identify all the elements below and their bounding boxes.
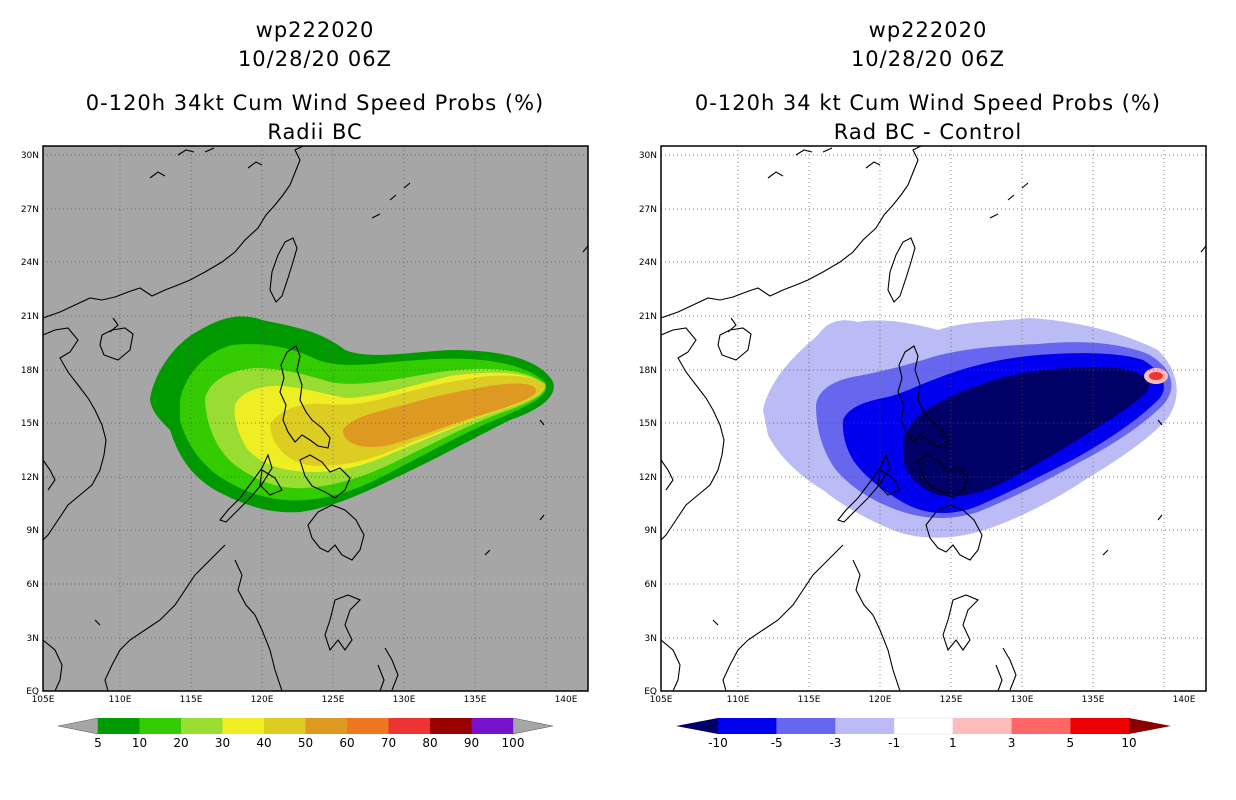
left-colorbar-label: 60 <box>339 736 354 750</box>
left-colorbar-right-arrow <box>512 717 554 735</box>
left-axis-labels: 105E 110E 115E 120E 125E 130E 135E 140E … <box>21 151 578 705</box>
left-colorbar-left-arrow <box>57 717 99 735</box>
right-lon-tick: 130E <box>1011 695 1034 705</box>
left-lat-tick: EQ <box>26 687 39 697</box>
left-colorbar-swatch <box>264 718 306 734</box>
left-lon-tick: 105E <box>32 695 55 705</box>
right-lat-tick: 30N <box>639 151 657 161</box>
right-colorbar-swatch <box>1011 718 1071 734</box>
right-lat-tick: 27N <box>639 205 657 215</box>
left-lon-tick: 130E <box>393 695 416 705</box>
right-title-product: 0-120h 34 kt Cum Wind Speed Probs (%) <box>694 91 1162 115</box>
right-colorbar-label: 5 <box>1066 736 1074 750</box>
right-colorbar-label: -3 <box>829 736 841 750</box>
left-lon-tick: 115E <box>180 695 203 705</box>
right-lat-tick: 15N <box>639 419 657 429</box>
right-lat-tick: EQ <box>644 687 657 697</box>
left-colorbar-swatch <box>139 718 181 734</box>
left-title-product: 0-120h 34kt Cum Wind Speed Probs (%) <box>85 91 545 115</box>
right-map-panel <box>660 145 1207 692</box>
left-lat-tick: 18N <box>21 366 39 376</box>
right-axis-labels: 105E 110E 115E 120E 125E 130E 135E 140E … <box>639 151 1196 705</box>
left-colorbar-label: 20 <box>173 736 188 750</box>
right-lat-tick: 24N <box>639 258 657 268</box>
left-colorbar-label: 10 <box>132 736 147 750</box>
left-lat-tick: 30N <box>21 151 39 161</box>
left-lon-tick: 110E <box>109 695 132 705</box>
right-colorbar-left-arrow <box>676 718 718 734</box>
right-lon-tick: 105E <box>650 695 673 705</box>
right-colorbar-swatch <box>952 718 1012 734</box>
left-lon-tick: 140E <box>555 695 578 705</box>
right-diff-contour-plus5 <box>1149 372 1163 380</box>
left-colorbar-swatch <box>347 718 389 734</box>
right-lat-tick: 6N <box>645 580 657 590</box>
left-colorbar-swatch <box>430 718 472 734</box>
left-lat-tick: 3N <box>27 634 39 644</box>
left-colorbar: 5 10 20 30 40 50 60 70 80 90 100 <box>57 717 554 750</box>
left-colorbar-label: 80 <box>422 736 437 750</box>
left-colorbar-swatch <box>471 718 513 734</box>
left-prob-contour-50 <box>342 383 537 448</box>
left-colorbar-label: 5 <box>94 736 102 750</box>
right-lon-tick: 115E <box>798 695 821 705</box>
right-title-storm-id: wp222020 <box>868 18 988 42</box>
left-colorbar-swatch <box>305 718 347 734</box>
right-title-subtitle: Rad BC - Control <box>833 120 1023 144</box>
right-lat-tick: 3N <box>645 634 657 644</box>
left-grid <box>43 146 588 691</box>
left-colorbar-label: 50 <box>298 736 313 750</box>
left-title-subtitle: Radii BC <box>267 120 363 144</box>
right-colorbar-label: -10 <box>708 736 728 750</box>
right-colorbar-swatch <box>1070 718 1129 734</box>
left-lat-tick: 9N <box>27 526 39 536</box>
left-colorbar-label: 70 <box>381 736 396 750</box>
left-map-panel <box>42 145 589 692</box>
left-map-frame <box>42 145 589 692</box>
right-lat-tick: 12N <box>639 473 657 483</box>
left-lat-tick: 27N <box>21 205 39 215</box>
right-lon-tick: 135E <box>1082 695 1105 705</box>
left-title-datetime: 10/28/20 06Z <box>237 47 393 71</box>
right-lon-tick: 125E <box>940 695 963 705</box>
left-colorbar-label: 30 <box>215 736 230 750</box>
right-colorbar-swatch <box>718 718 777 734</box>
left-title-storm-id: wp222020 <box>255 18 375 42</box>
right-lon-tick: 110E <box>727 695 750 705</box>
right-colorbar-label: -1 <box>888 736 900 750</box>
left-colorbar-swatch <box>98 718 140 734</box>
right-colorbar-right-arrow <box>1129 718 1171 734</box>
left-colorbar-label: 90 <box>464 736 479 750</box>
right-colorbar: -10 -5 -3 -1 1 3 5 10 <box>676 717 1171 750</box>
right-colorbar-label: 3 <box>1008 736 1016 750</box>
right-lat-tick: 9N <box>645 526 657 536</box>
left-lon-tick: 135E <box>464 695 487 705</box>
right-colorbar-swatch <box>776 718 836 734</box>
right-colorbar-label: 1 <box>949 736 957 750</box>
left-lat-tick: 12N <box>21 473 39 483</box>
right-diff-contour-minus10 <box>903 367 1150 497</box>
right-colorbar-label: 10 <box>1121 736 1136 750</box>
left-lat-tick: 15N <box>21 419 39 429</box>
left-lon-tick: 120E <box>251 695 274 705</box>
left-colorbar-label: 100 <box>502 736 525 750</box>
left-colorbar-swatch <box>222 718 264 734</box>
right-colorbar-label: -5 <box>771 736 783 750</box>
right-lon-tick: 120E <box>869 695 892 705</box>
left-colorbar-label: 40 <box>256 736 271 750</box>
left-lat-tick: 24N <box>21 258 39 268</box>
left-lat-tick: 6N <box>27 580 39 590</box>
left-colorbar-swatch <box>181 718 223 734</box>
right-colorbar-swatch <box>835 718 895 734</box>
left-colorbar-swatch <box>388 718 430 734</box>
left-lon-tick: 125E <box>322 695 345 705</box>
right-colorbar-swatch <box>893 717 954 735</box>
right-lat-tick: 21N <box>639 312 657 322</box>
right-lat-tick: 18N <box>639 366 657 376</box>
right-lon-tick: 140E <box>1173 695 1196 705</box>
right-title-datetime: 10/28/20 06Z <box>850 47 1006 71</box>
right-map-frame <box>660 145 1207 692</box>
left-lat-tick: 21N <box>21 312 39 322</box>
